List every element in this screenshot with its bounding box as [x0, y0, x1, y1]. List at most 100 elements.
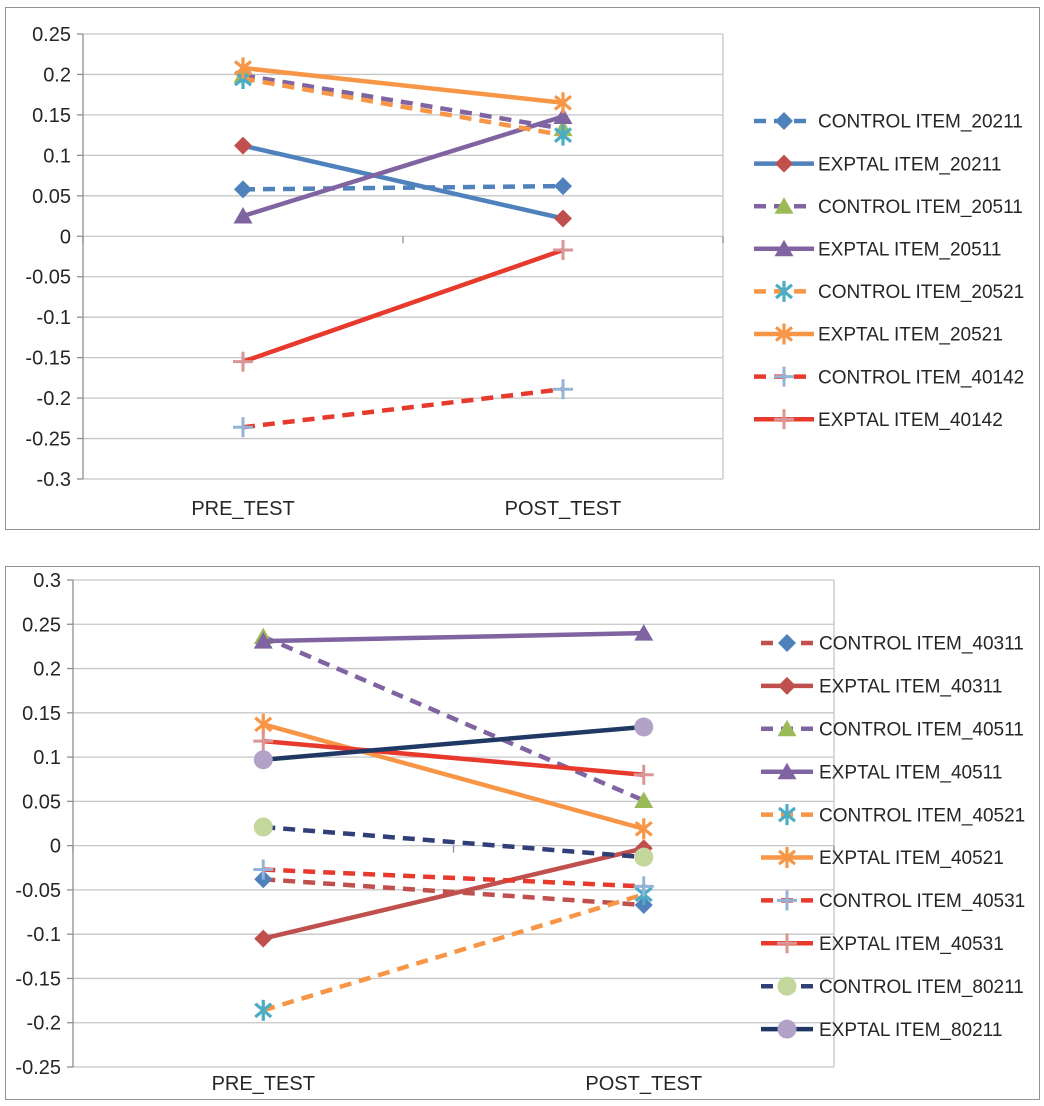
series-line — [262, 722, 645, 831]
series-exptal-item-40142 — [233, 240, 573, 372]
series-control-item-40521 — [254, 883, 653, 1021]
series-line — [263, 724, 644, 762]
circle-marker-icon — [634, 847, 654, 867]
x-axis-labels: PRE_TEST POST_TEST — [212, 1073, 703, 1095]
pre-post-chart-top: 0.25 0.2 0.15 0.1 0.05 0 -0.05 -0.1 -0.15 -0.2 -0.… — [5, 7, 1040, 530]
legend-item-exptal-item-40531: EXPTAL ITEM_40531 — [761, 933, 1004, 955]
asterisk-marker-icon — [233, 57, 253, 79]
diamond-marker-icon — [775, 154, 793, 173]
pre-post-chart-top-canvas: 0.25 0.2 0.15 0.1 0.05 0 -0.05 -0.1 -0.15 -0.2 -0.… — [25, 24, 1024, 520]
category-label: PRE_TEST — [212, 1073, 315, 1095]
legend-label: CONTROL ITEM_40311 — [819, 634, 1024, 655]
legend-item-exptal-item-40521: EXPTAL ITEM_40521 — [761, 847, 1004, 869]
y-axis-tick-label: 0.3 — [33, 570, 61, 592]
asterisk-marker-icon — [634, 818, 653, 840]
plus-marker-icon — [253, 859, 274, 880]
series-exptal-item-40311 — [254, 839, 653, 948]
legend-item-control-item-40311: CONTROL ITEM_40311 — [761, 634, 1024, 655]
legend-item-control-item-20521: CONTROL ITEM_20521 — [754, 280, 1024, 303]
asterisk-marker-icon — [254, 999, 273, 1021]
category-label: PRE_TEST — [191, 498, 294, 520]
triangle-marker-icon — [634, 791, 654, 808]
legend-label: CONTROL ITEM_40531 — [819, 891, 1025, 912]
y-axis-tick-label: -0.15 — [15, 968, 61, 990]
plus-marker-icon — [253, 731, 274, 752]
legend-label: EXPTAL ITEM_20211 — [818, 154, 1001, 175]
asterisk-marker-icon — [777, 847, 797, 868]
legend-item-exptal-item-80211: EXPTAL ITEM_80211 — [761, 1019, 1002, 1041]
series-line — [242, 65, 564, 106]
series-exptal-item-20521 — [233, 57, 573, 114]
diamond-marker-icon — [254, 929, 273, 948]
series-line — [242, 386, 564, 430]
legend-label: EXPTAL ITEM_80211 — [819, 1020, 1002, 1041]
diamond-marker-icon — [778, 634, 796, 652]
legend-label: CONTROL ITEM_80211 — [819, 977, 1024, 998]
y-axis-tick-label: -0.2 — [37, 388, 71, 410]
plus-marker-icon — [633, 764, 654, 785]
legend-item-exptal-item-20521: EXPTAL ITEM_20521 — [754, 323, 1003, 346]
legend-item-control-item-80211: CONTROL ITEM_80211 — [761, 976, 1024, 998]
diamond-marker-icon — [778, 676, 796, 695]
series-line — [262, 892, 645, 1013]
y-axis-tick-label: -0.1 — [37, 307, 71, 329]
series-exptal-item-40521 — [254, 713, 653, 840]
plus-marker-icon — [777, 933, 797, 954]
circle-marker-icon — [777, 1019, 797, 1039]
diamond-marker-icon — [634, 895, 653, 914]
diamond-marker-icon — [234, 180, 252, 199]
legend-label: EXPTAL ITEM_40521 — [819, 848, 1004, 869]
circle-marker-icon — [253, 750, 273, 770]
series-control-item-40142 — [233, 379, 573, 438]
legend-item-control-item-20211: CONTROL ITEM_20211 — [754, 112, 1023, 133]
plus-marker-icon — [233, 351, 253, 372]
diamond-marker-icon — [234, 136, 252, 155]
category-label: POST_TEST — [585, 1073, 702, 1095]
plus-marker-icon — [774, 409, 794, 430]
category-label: POST_TEST — [505, 498, 622, 520]
plus-marker-icon — [553, 240, 573, 261]
series-line — [263, 630, 644, 644]
plus-marker-icon — [633, 876, 654, 897]
legend-label: CONTROL ITEM_40521 — [819, 805, 1025, 826]
asterisk-marker-icon — [553, 92, 573, 114]
legend-item-control-item-20511: CONTROL ITEM_20511 — [754, 197, 1023, 218]
asterisk-marker-icon — [774, 323, 794, 345]
circle-marker-icon — [253, 817, 273, 837]
legend-label: CONTROL ITEM_20521 — [818, 282, 1024, 303]
legend-label: EXPTAL ITEM_40511 — [819, 762, 1002, 783]
y-axis-tick-label: 0.25 — [32, 24, 71, 46]
asterisk-marker-icon — [774, 280, 794, 302]
series-control-item-40531 — [253, 859, 654, 897]
series-exptal-item-20211 — [234, 136, 572, 228]
legend-item-exptal-item-40142: EXPTAL ITEM_40142 — [754, 409, 1003, 431]
triangle-marker-icon — [774, 239, 794, 257]
series-exptal-item-40511 — [253, 624, 654, 649]
y-axis-tick-label: -0.05 — [15, 880, 61, 902]
triangle-marker-icon — [233, 207, 253, 224]
series-control-item-40511 — [253, 627, 654, 808]
legend-label: CONTROL ITEM_20511 — [818, 197, 1023, 218]
legend-item-control-item-40142: CONTROL ITEM_40142 — [754, 366, 1024, 388]
legend-label: CONTROL ITEM_20211 — [818, 112, 1023, 133]
legend-item-exptal-item-40511: EXPTAL ITEM_40511 — [761, 762, 1002, 783]
series-line — [262, 846, 645, 941]
legend-item-exptal-item-20511: EXPTAL ITEM_20511 — [754, 239, 1001, 260]
series-exptal-item-20511 — [233, 107, 573, 224]
y-axis-tick-label: -0.25 — [25, 429, 71, 451]
legend-item-control-item-40521: CONTROL ITEM_40521 — [761, 804, 1025, 826]
series-control-item-20521 — [233, 68, 573, 146]
y-axis-tick-label: -0.15 — [25, 348, 71, 370]
series-control-item-20211 — [234, 177, 572, 199]
series-line — [242, 183, 564, 192]
series-line — [242, 114, 564, 219]
circle-marker-icon — [634, 717, 654, 737]
y-axis-tick-label: 0.05 — [22, 791, 61, 813]
legend-label: EXPTAL ITEM_20521 — [818, 325, 1003, 346]
y-axis-tick-label: 0 — [60, 226, 71, 248]
series-line — [242, 76, 564, 138]
plus-marker-icon — [774, 366, 794, 387]
triangle-marker-icon — [634, 624, 654, 641]
y-axis-tick-label: -0.2 — [27, 1013, 61, 1035]
series-line — [242, 247, 564, 364]
